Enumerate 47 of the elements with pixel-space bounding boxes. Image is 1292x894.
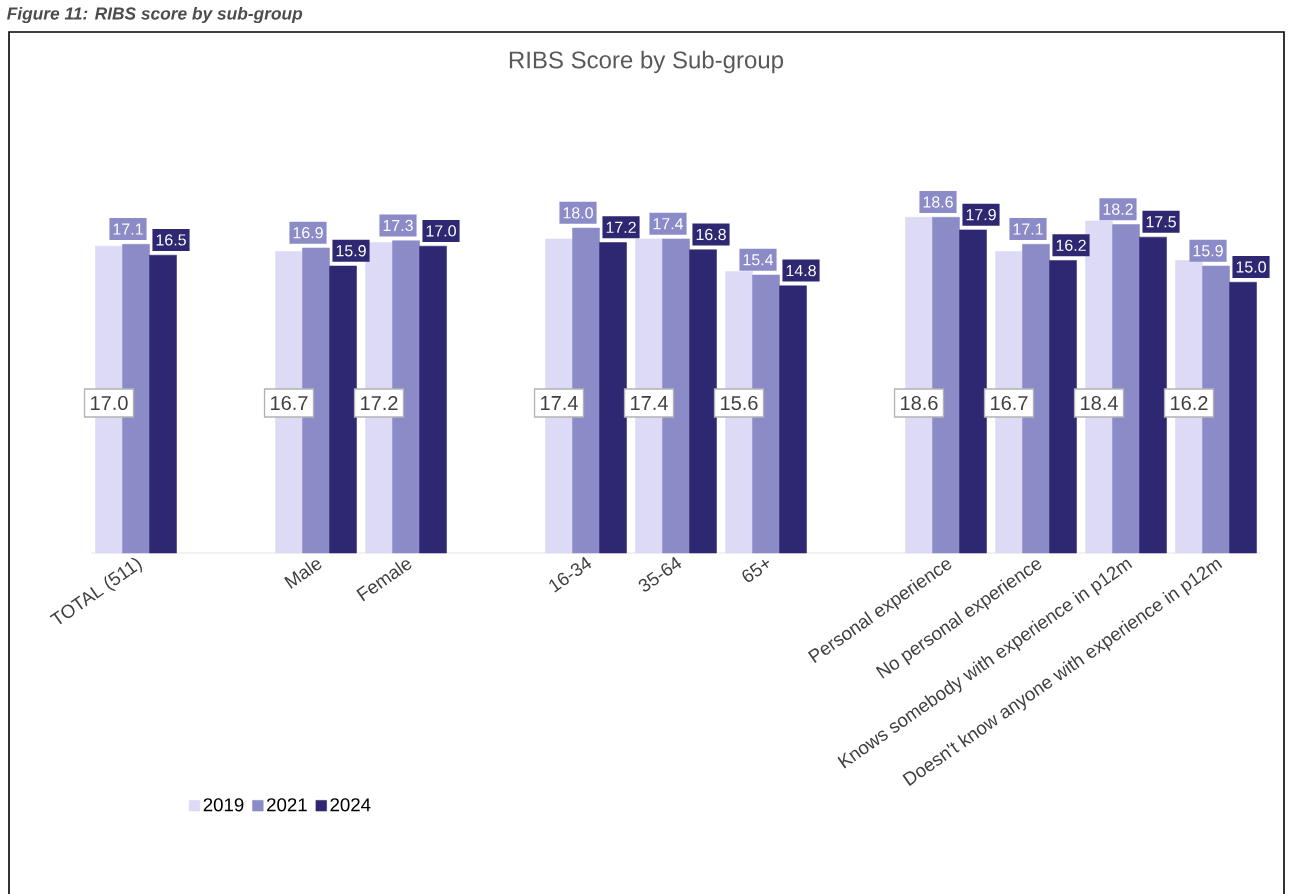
caption: Figure 11: RIBS score by sub-group: [7, 6, 303, 24]
bar: [149, 254, 177, 554]
bar: [329, 265, 357, 554]
data-label: 16.9: [293, 227, 323, 239]
x-tick-label: 65+: [742, 559, 770, 582]
bar: [1049, 260, 1077, 554]
data-label: 17.2: [361, 396, 398, 410]
chart-title: RIBS Score by Sub-group: [509, 50, 784, 74]
legend-label: 2021: [267, 798, 307, 812]
data-label: 18.4: [1081, 395, 1118, 411]
data-label: 18.6: [901, 395, 938, 411]
data-label: 16.7: [991, 395, 1028, 411]
data-label: 14.8: [786, 264, 816, 277]
data-label: 16.2: [1171, 395, 1208, 411]
data-label: 17.1: [1013, 223, 1043, 235]
bar: [419, 245, 447, 554]
data-label: 15.0: [1236, 261, 1266, 273]
data-label: 17.4: [541, 396, 578, 410]
data-label: 17.3: [383, 219, 413, 232]
data-label: 18.2: [1103, 203, 1133, 215]
bar: [779, 285, 807, 554]
data-label: 15.9: [1193, 245, 1223, 257]
bar: [959, 229, 987, 554]
data-label: 17.5: [1146, 216, 1176, 228]
legend-label: 2019: [203, 798, 244, 812]
data-label: 15.6: [721, 395, 758, 411]
data-label: 16.5: [156, 234, 186, 246]
data-label: 17.0: [91, 395, 128, 411]
data-label: 18.6: [923, 196, 953, 208]
data-label: 17.0: [426, 225, 456, 237]
bar: [689, 249, 717, 554]
data-label: 16.7: [271, 395, 308, 411]
data-label: 17.9: [966, 208, 996, 221]
data-label: 17.4: [631, 396, 668, 410]
legend-label: 2024: [330, 798, 371, 812]
data-label: 15.4: [743, 254, 774, 266]
data-label: 15.9: [336, 245, 366, 257]
x-tick-label: Male: [284, 560, 322, 589]
bar: [1139, 236, 1167, 554]
bar: [1229, 281, 1257, 554]
data-label: 18.0: [563, 207, 593, 219]
data-label: 16.8: [696, 228, 726, 241]
data-label: 17.4: [653, 218, 684, 230]
data-label: 17.1: [113, 223, 143, 235]
data-label: 17.2: [606, 221, 636, 233]
data-label: 16.2: [1056, 239, 1086, 251]
bar: [599, 242, 627, 554]
